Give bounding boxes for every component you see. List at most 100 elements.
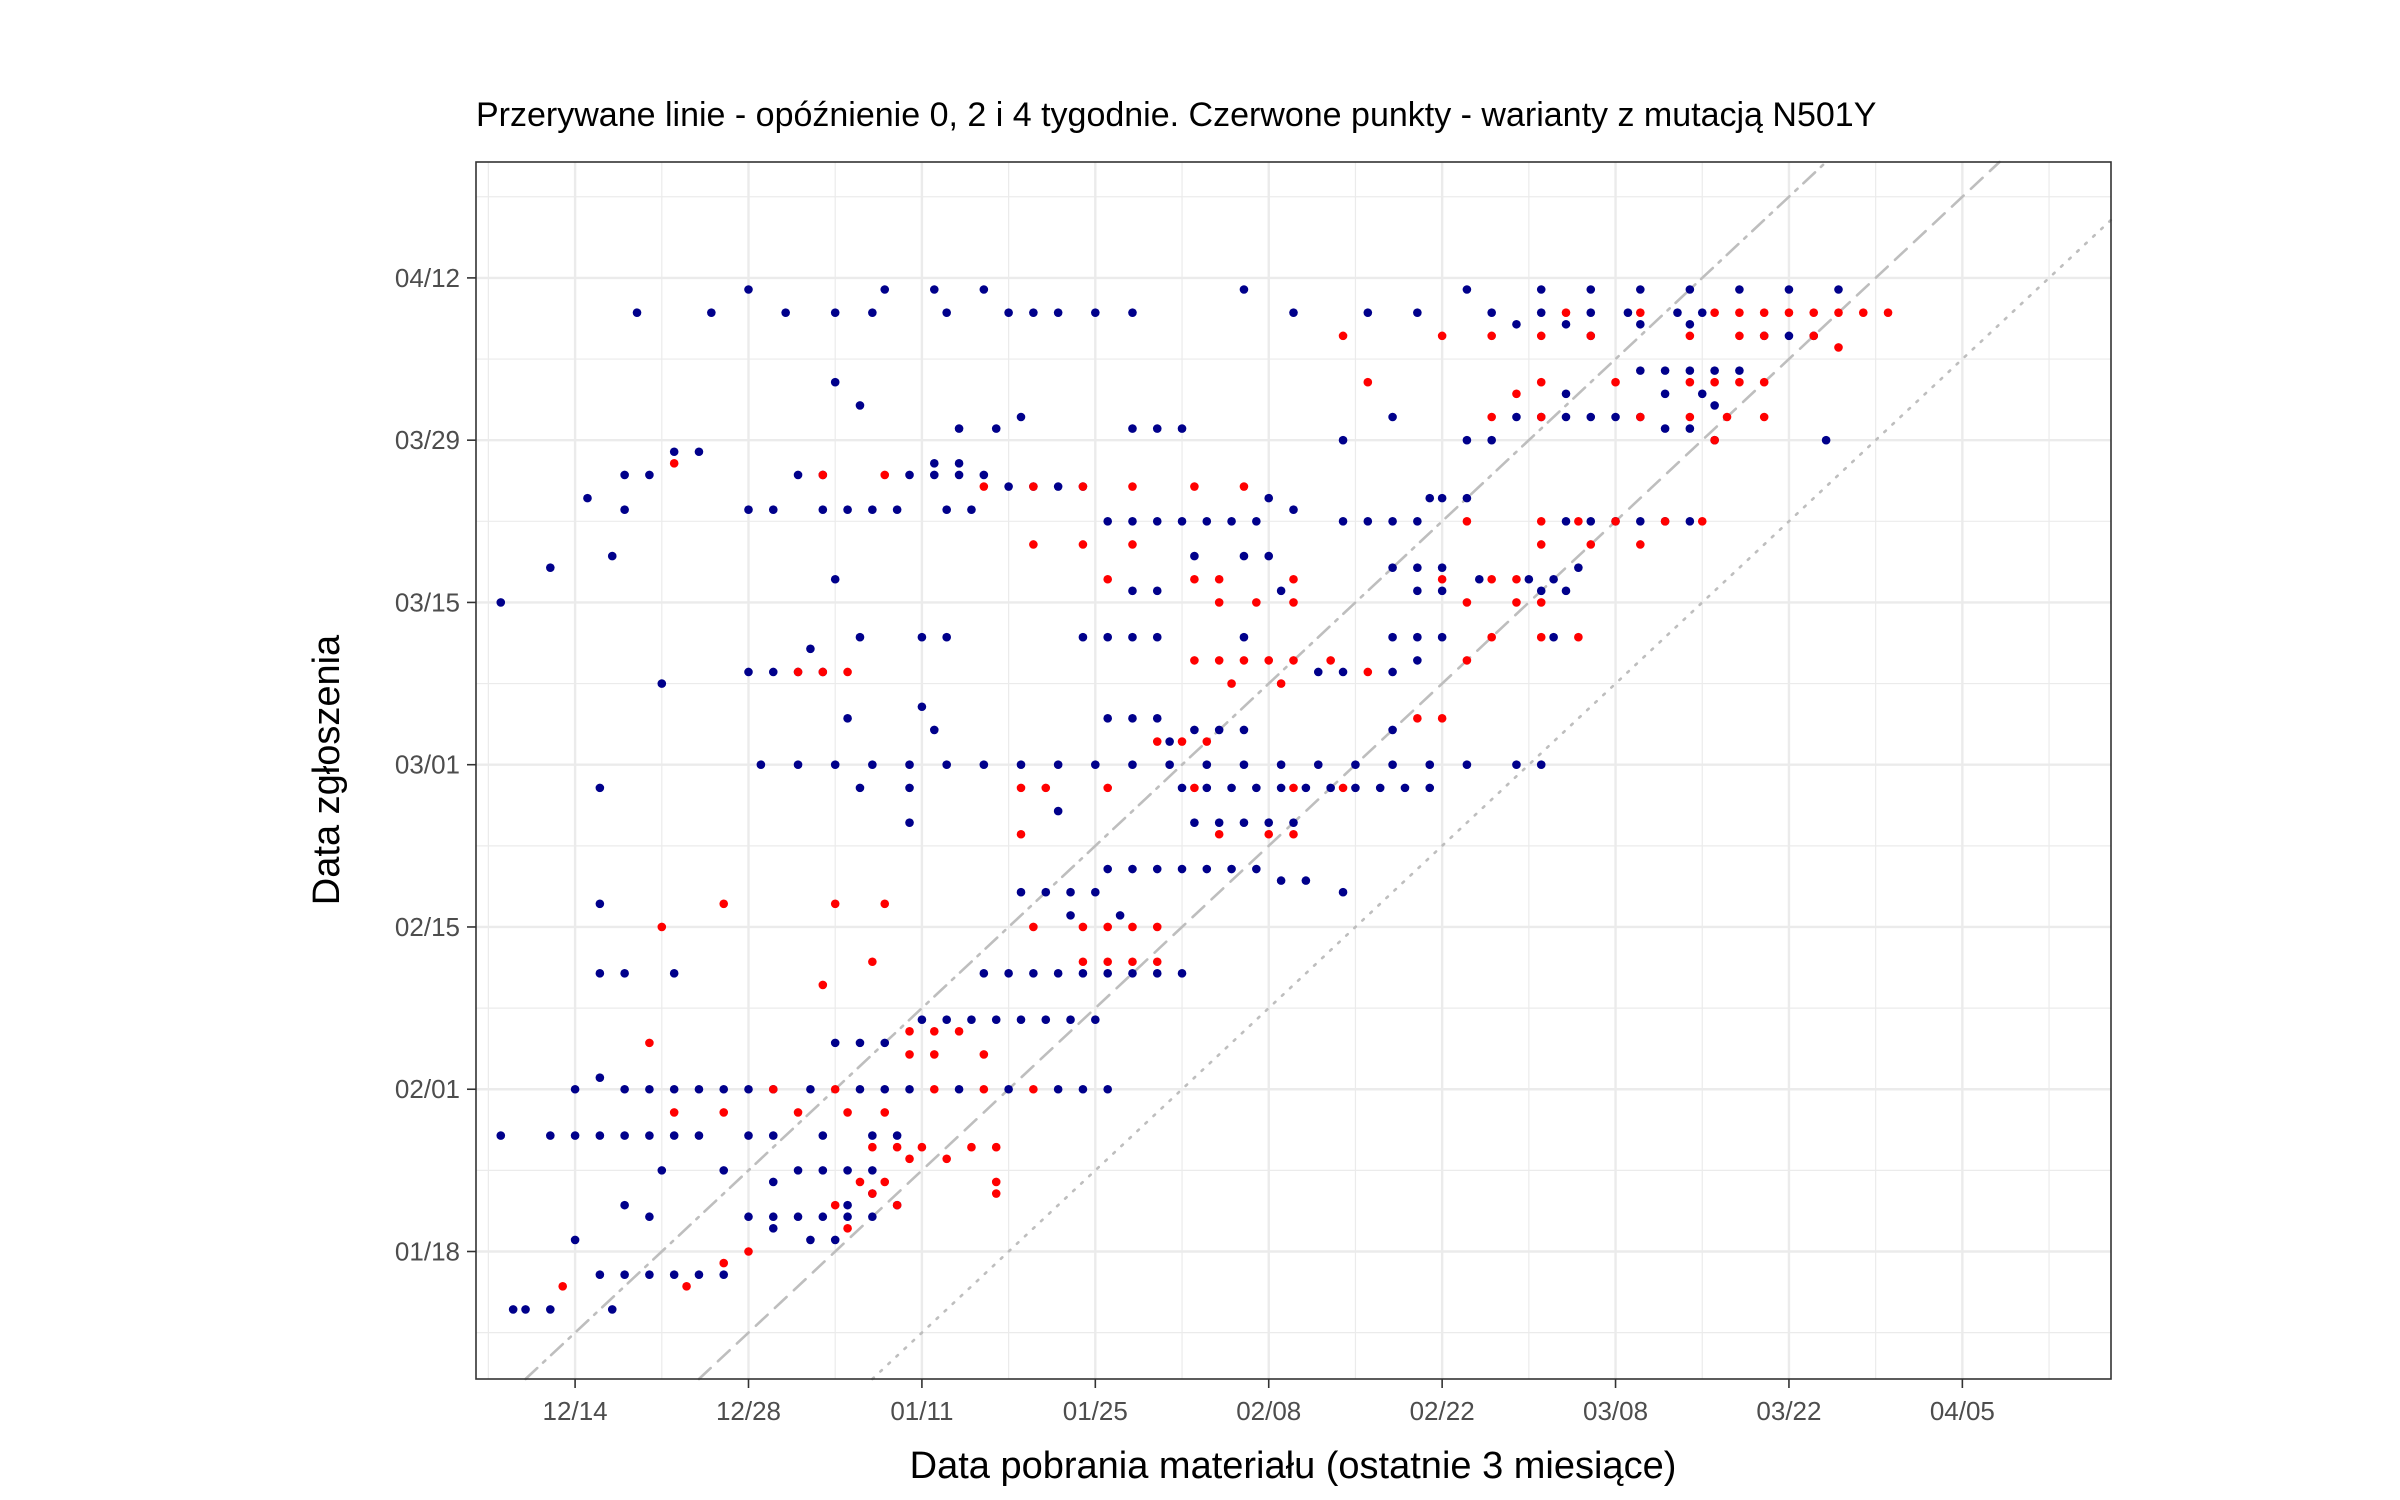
data-point [830, 574, 840, 584]
data-point [1512, 760, 1521, 770]
data-point [1239, 551, 1249, 561]
data-point [1152, 517, 1162, 526]
data-point [1190, 574, 1199, 584]
data-point [768, 1177, 778, 1187]
data-point [1177, 737, 1187, 746]
data-point [1413, 517, 1422, 526]
data-point [1437, 331, 1447, 341]
data-point [1759, 331, 1769, 341]
data-point [793, 1212, 803, 1222]
data-point [607, 1305, 617, 1314]
data-point [1289, 783, 1298, 793]
data-point [1053, 482, 1063, 491]
data-point [508, 1305, 518, 1314]
data-point [744, 1131, 753, 1140]
data-point [1735, 331, 1744, 341]
data-point [558, 1281, 568, 1291]
data-point [1078, 540, 1088, 549]
data-point [1289, 574, 1298, 584]
reference-line-2-weeks [697, 160, 2001, 1381]
x-tick-label: 04/05 [1930, 1396, 1995, 1426]
data-point [1462, 598, 1472, 607]
data-point [620, 505, 629, 515]
data-point [1214, 829, 1224, 839]
data-point [1053, 969, 1063, 978]
data-point [1078, 632, 1088, 642]
data-point [917, 632, 927, 642]
data-point [1388, 760, 1397, 770]
data-point [1190, 482, 1199, 491]
data-point [1685, 285, 1695, 294]
data-point [818, 1166, 828, 1175]
data-point [929, 470, 939, 480]
data-point [905, 1154, 914, 1164]
data-point [793, 1108, 803, 1117]
data-point [1660, 424, 1670, 433]
data-point [954, 1026, 964, 1036]
data-point [1338, 667, 1348, 677]
data-point [1202, 864, 1212, 874]
data-point [979, 1050, 989, 1059]
data-point [1289, 505, 1298, 515]
data-point [1574, 517, 1583, 526]
y-tick-label: 03/01 [395, 750, 460, 780]
data-point [1041, 783, 1051, 793]
data-point [620, 969, 629, 978]
data-point [1152, 957, 1162, 967]
data-point [979, 969, 989, 978]
data-point [1016, 1015, 1026, 1024]
data-point [1227, 864, 1236, 874]
data-point [1388, 412, 1397, 422]
data-point [583, 493, 592, 503]
data-point [806, 644, 815, 654]
data-point [669, 447, 679, 457]
data-point [892, 1200, 902, 1210]
data-point [942, 632, 951, 642]
data-point [1697, 517, 1707, 526]
data-point [1363, 517, 1373, 526]
y-tick-label: 03/15 [395, 587, 460, 617]
data-point [1004, 482, 1013, 491]
data-point [1053, 760, 1063, 770]
data-point [1735, 377, 1744, 387]
data-point [719, 899, 729, 909]
data-point [1177, 864, 1187, 874]
data-point [991, 424, 1001, 433]
data-point [1636, 285, 1645, 294]
data-point [855, 401, 865, 410]
data-point [595, 783, 605, 793]
data-point [1462, 760, 1472, 770]
data-point [1313, 760, 1323, 770]
data-point [1091, 308, 1100, 317]
data-point [1289, 829, 1298, 839]
data-point [1078, 922, 1088, 932]
data-point [830, 1200, 840, 1210]
data-point [1177, 517, 1187, 526]
data-point [1128, 957, 1137, 967]
data-point [1834, 308, 1843, 317]
data-point [1276, 760, 1286, 770]
data-point [1239, 818, 1249, 827]
data-point [1710, 401, 1719, 410]
data-point [843, 1212, 852, 1222]
data-point [744, 667, 753, 677]
data-point [768, 1212, 778, 1222]
data-point [1462, 435, 1472, 445]
data-point [1152, 424, 1162, 433]
data-point [744, 285, 753, 294]
data-point [929, 725, 939, 735]
data-point [768, 505, 778, 515]
data-point [1512, 389, 1521, 399]
data-point [1561, 308, 1571, 317]
data-point [917, 1015, 927, 1024]
data-point [1685, 331, 1695, 341]
data-point [1214, 818, 1224, 827]
data-point [1041, 887, 1051, 897]
data-point [1685, 377, 1695, 387]
data-point [793, 1166, 803, 1175]
data-point [1276, 783, 1286, 793]
data-point [868, 957, 877, 967]
data-point [781, 308, 790, 317]
data-point [1512, 598, 1521, 607]
data-point [1462, 517, 1472, 526]
